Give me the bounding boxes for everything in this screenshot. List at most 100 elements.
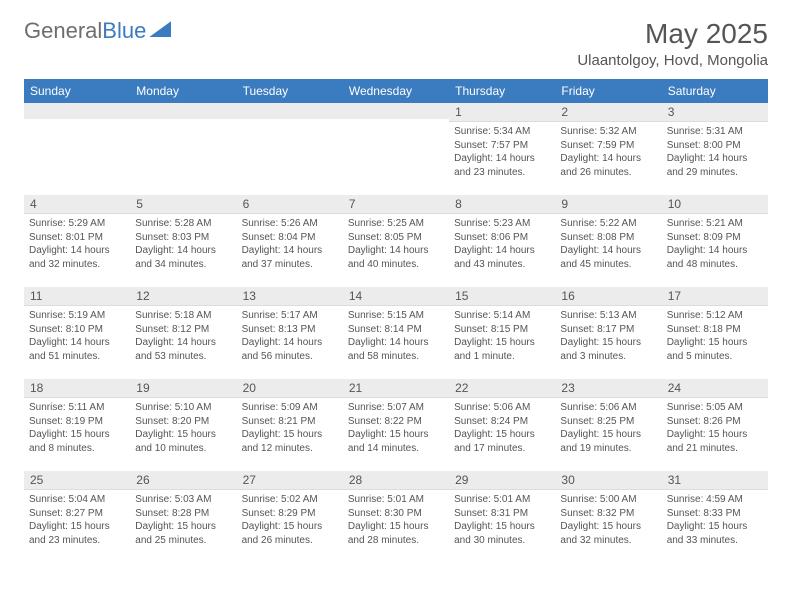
day-number: 24	[662, 379, 768, 398]
day-number: 14	[343, 287, 449, 306]
sunrise-text: Sunrise: 5:09 AM	[242, 401, 338, 415]
calendar-cell: 19Sunrise: 5:10 AMSunset: 8:20 PMDayligh…	[130, 379, 236, 471]
sunrise-text: Sunrise: 5:32 AM	[560, 125, 656, 139]
day-number: 5	[130, 195, 236, 214]
day-number: 26	[130, 471, 236, 490]
daylight-text: Daylight: 14 hours and 40 minutes.	[348, 244, 444, 271]
day-content: Sunrise: 5:11 AMSunset: 8:19 PMDaylight:…	[24, 398, 130, 460]
day-number: 12	[130, 287, 236, 306]
sunrise-text: Sunrise: 4:59 AM	[667, 493, 763, 507]
sunrise-text: Sunrise: 5:23 AM	[454, 217, 550, 231]
calendar-body: 1Sunrise: 5:34 AMSunset: 7:57 PMDaylight…	[24, 103, 768, 563]
daylight-text: Daylight: 15 hours and 30 minutes.	[454, 520, 550, 547]
calendar-head: SundayMondayTuesdayWednesdayThursdayFrid…	[24, 79, 768, 103]
sunset-text: Sunset: 7:57 PM	[454, 139, 550, 153]
daylight-text: Daylight: 15 hours and 12 minutes.	[242, 428, 338, 455]
sunrise-text: Sunrise: 5:31 AM	[667, 125, 763, 139]
calendar-cell: 29Sunrise: 5:01 AMSunset: 8:31 PMDayligh…	[449, 471, 555, 563]
sunrise-text: Sunrise: 5:29 AM	[29, 217, 125, 231]
day-number: 9	[555, 195, 661, 214]
calendar-cell: 11Sunrise: 5:19 AMSunset: 8:10 PMDayligh…	[24, 287, 130, 379]
sunrise-text: Sunrise: 5:34 AM	[454, 125, 550, 139]
calendar-cell: 23Sunrise: 5:06 AMSunset: 8:25 PMDayligh…	[555, 379, 661, 471]
day-content: Sunrise: 5:10 AMSunset: 8:20 PMDaylight:…	[130, 398, 236, 460]
calendar-cell: 10Sunrise: 5:21 AMSunset: 8:09 PMDayligh…	[662, 195, 768, 287]
day-content: Sunrise: 5:00 AMSunset: 8:32 PMDaylight:…	[555, 490, 661, 552]
day-number: 7	[343, 195, 449, 214]
logo: GeneralBlue	[24, 18, 171, 44]
daylight-text: Daylight: 14 hours and 26 minutes.	[560, 152, 656, 179]
sunrise-text: Sunrise: 5:12 AM	[667, 309, 763, 323]
calendar-cell: 4Sunrise: 5:29 AMSunset: 8:01 PMDaylight…	[24, 195, 130, 287]
day-content: Sunrise: 5:26 AMSunset: 8:04 PMDaylight:…	[237, 214, 343, 276]
day-content: Sunrise: 5:31 AMSunset: 8:00 PMDaylight:…	[662, 122, 768, 184]
daylight-text: Daylight: 14 hours and 29 minutes.	[667, 152, 763, 179]
day-number: 13	[237, 287, 343, 306]
day-header: Saturday	[662, 79, 768, 103]
calendar-cell: 27Sunrise: 5:02 AMSunset: 8:29 PMDayligh…	[237, 471, 343, 563]
calendar-cell: 7Sunrise: 5:25 AMSunset: 8:05 PMDaylight…	[343, 195, 449, 287]
day-number: 18	[24, 379, 130, 398]
calendar-cell: 28Sunrise: 5:01 AMSunset: 8:30 PMDayligh…	[343, 471, 449, 563]
sunset-text: Sunset: 7:59 PM	[560, 139, 656, 153]
day-number: 15	[449, 287, 555, 306]
calendar-cell: 6Sunrise: 5:26 AMSunset: 8:04 PMDaylight…	[237, 195, 343, 287]
day-header: Wednesday	[343, 79, 449, 103]
month-title: May 2025	[577, 18, 768, 50]
day-number: 11	[24, 287, 130, 306]
day-number: 21	[343, 379, 449, 398]
day-header: Sunday	[24, 79, 130, 103]
calendar-cell: 12Sunrise: 5:18 AMSunset: 8:12 PMDayligh…	[130, 287, 236, 379]
sunrise-text: Sunrise: 5:01 AM	[454, 493, 550, 507]
sunrise-text: Sunrise: 5:01 AM	[348, 493, 444, 507]
day-content: Sunrise: 5:04 AMSunset: 8:27 PMDaylight:…	[24, 490, 130, 552]
daylight-text: Daylight: 15 hours and 32 minutes.	[560, 520, 656, 547]
daylight-text: Daylight: 15 hours and 10 minutes.	[135, 428, 231, 455]
calendar-cell: 1Sunrise: 5:34 AMSunset: 7:57 PMDaylight…	[449, 103, 555, 195]
sunrise-text: Sunrise: 5:11 AM	[29, 401, 125, 415]
daylight-text: Daylight: 15 hours and 17 minutes.	[454, 428, 550, 455]
day-content: Sunrise: 5:09 AMSunset: 8:21 PMDaylight:…	[237, 398, 343, 460]
calendar-week: 4 Sunrise: 5:29 AMSunset: 8:01 PM Daylight…	[24, 195, 768, 287]
day-content: Sunrise: 5:01 AMSunset: 8:31 PMDaylight:…	[449, 490, 555, 552]
calendar-week: 11Sunrise: 5:19 AMSunset: 8:10 PMDayligh…	[24, 287, 768, 379]
sunrise-text: Sunrise: 5:03 AM	[135, 493, 231, 507]
sunset-text: Sunset: 8:03 PM	[135, 231, 231, 245]
day-content: Sunrise: 5:14 AMSunset: 8:15 PMDaylight:…	[449, 306, 555, 368]
sunrise-text: Sunrise: 5:28 AM	[135, 217, 231, 231]
calendar-cell: 22Sunrise: 5:06 AMSunset: 8:24 PMDayligh…	[449, 379, 555, 471]
daylight-text: Daylight: 15 hours and 14 minutes.	[348, 428, 444, 455]
sunset-text: Sunset: 8:24 PM	[454, 415, 550, 429]
day-number: 30	[555, 471, 661, 490]
day-content: Sunrise: 5:06 AMSunset: 8:25 PMDaylight:…	[555, 398, 661, 460]
sunset-text: Sunset: 8:19 PM	[29, 415, 125, 429]
day-content: Sunrise: 5:07 AMSunset: 8:22 PMDaylight:…	[343, 398, 449, 460]
day-content: Sunrise: 5:17 AMSunset: 8:13 PMDaylight:…	[237, 306, 343, 368]
sunset-text: Sunset: 8:17 PM	[560, 323, 656, 337]
day-content: Sunrise: 5:02 AMSunset: 8:29 PMDaylight:…	[237, 490, 343, 552]
sunset-text: Sunset: 8:15 PM	[454, 323, 550, 337]
sunset-text: Sunset: 8:28 PM	[135, 507, 231, 521]
daylight-text: Daylight: 14 hours and 51 minutes.	[29, 336, 125, 363]
day-content: Sunrise: 5:25 AMSunset: 8:05 PMDaylight:…	[343, 214, 449, 276]
title-block: May 2025 Ulaantolgoy, Hovd, Mongolia	[577, 18, 768, 69]
sunset-text: Sunset: 8:05 PM	[348, 231, 444, 245]
day-number: 31	[662, 471, 768, 490]
calendar-week: 18Sunrise: 5:11 AMSunset: 8:19 PMDayligh…	[24, 379, 768, 471]
sunset-text: Sunset: 8:01 PM	[29, 231, 125, 245]
day-number: 10	[662, 195, 768, 214]
day-content: Sunrise: 5:13 AMSunset: 8:17 PMDaylight:…	[555, 306, 661, 368]
sunrise-text: Sunrise: 5:14 AM	[454, 309, 550, 323]
daylight-text: Daylight: 15 hours and 25 minutes.	[135, 520, 231, 547]
calendar-cell	[237, 103, 343, 195]
sunrise-text: Sunrise: 5:07 AM	[348, 401, 444, 415]
day-content: Sunrise: 5:34 AMSunset: 7:57 PMDaylight:…	[449, 122, 555, 184]
sunset-text: Sunset: 8:22 PM	[348, 415, 444, 429]
sunset-text: Sunset: 8:18 PM	[667, 323, 763, 337]
day-content: Sunrise: 5:19 AMSunset: 8:10 PMDaylight:…	[24, 306, 130, 368]
daylight-text: Daylight: 15 hours and 3 minutes.	[560, 336, 656, 363]
header: GeneralBlue May 2025 Ulaantolgoy, Hovd, …	[24, 18, 768, 69]
day-number: 23	[555, 379, 661, 398]
calendar-cell: 20Sunrise: 5:09 AMSunset: 8:21 PMDayligh…	[237, 379, 343, 471]
day-number: 4	[24, 195, 130, 214]
